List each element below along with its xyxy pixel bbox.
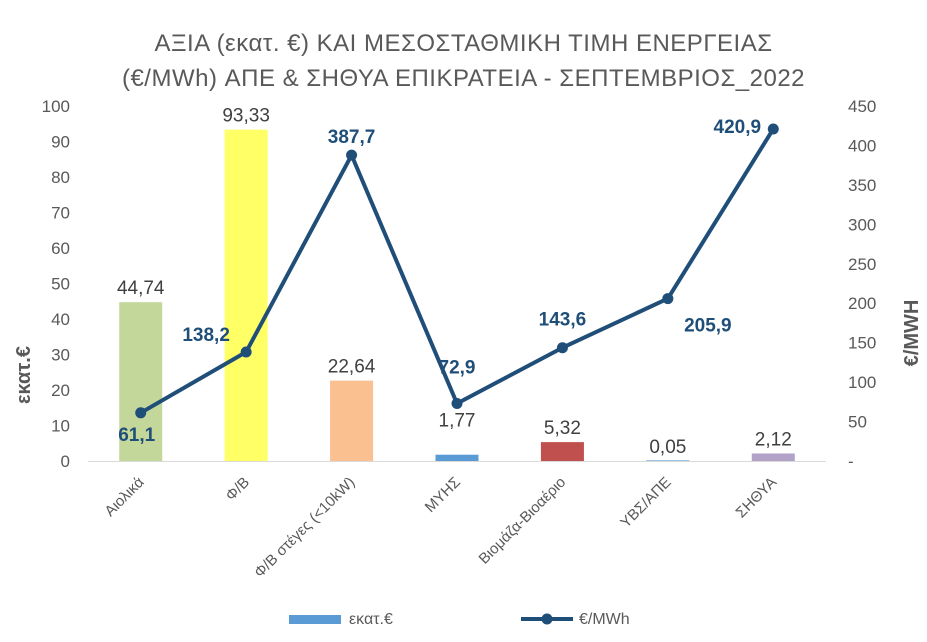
chart-title-line-2: (€/MWh) ΑΠΕ & ΣΗΘΥΑ ΕΠΙΚΡΑΤΕΙΑ - ΣΕΠΤΕΜΒ… [121,65,806,92]
y-tick-label: 30 [51,346,70,365]
bar-data-label: 44,74 [117,278,165,299]
line-data-label: 387,7 [328,127,376,148]
bar [540,442,584,461]
line-data-label: 61,1 [118,425,155,446]
chart-title-line-1: ΑΞΙΑ (εκατ. €) ΚΑΙ ΜΕΣΟΣΤΑΘΜΙΚΗ ΤΙΜΗ ΕΝΕ… [154,30,773,57]
line-data-label: 420,9 [714,117,762,138]
x-tick-label: Αιολικά [101,474,147,520]
x-tick-label: ΜΥΗΣ [422,474,464,516]
line-data-label: 138,2 [182,325,230,346]
bar-data-label: 22,64 [328,357,376,378]
bar [119,302,163,461]
legend-label-line: €/MWh [579,611,630,628]
line-point [556,342,568,354]
y2-tick-label: 200 [848,294,876,313]
y2-tick-label: 100 [848,373,876,392]
y2-tick-label: - [848,452,854,471]
bar-data-label: 93,33 [222,106,270,127]
y2-tick-label: 300 [848,215,876,234]
y2-tick-label: 150 [848,334,876,353]
y-tick-label: 50 [51,275,70,294]
bar [646,460,690,461]
x-tick-label: ΣΗΘΥΑ [733,474,781,522]
bar [435,454,479,461]
bar-data-label: 2,12 [755,429,792,450]
x-tick-label: Βιομάζα-Βιοαέριο [476,474,570,568]
legend-label-bar: εκατ.€ [349,611,393,628]
bar-data-label: 1,77 [439,411,476,432]
x-tick-label: ΥΒΣ/ΑΠΕ [617,474,674,531]
line-data-label: 205,9 [684,316,732,337]
line-point [135,407,147,419]
bar [330,380,374,461]
y-tick-label: 80 [51,168,70,187]
y-tick-label: 70 [51,204,70,223]
x-tick-label: Φ/Β [222,474,253,505]
y-tick-label: 10 [51,417,70,436]
line-data-label: 72,9 [439,357,476,378]
bar [751,453,795,461]
y-tick-label: 60 [51,239,70,258]
bar-data-label: 5,32 [544,418,581,439]
line-point [240,346,252,358]
y2-axis-title: €/MWH [901,300,923,367]
line-point [451,397,463,409]
line-data-label: 143,6 [539,310,587,331]
bar [224,129,268,461]
line-point [346,149,358,161]
y-tick-label: 20 [51,381,70,400]
y2-tick-label: 350 [848,176,876,195]
y-tick-label: 90 [51,133,70,152]
line-point [767,123,779,135]
y-tick-label: 100 [42,97,70,116]
line-point [662,293,674,305]
bar-data-label: 0,05 [649,437,686,458]
y-tick-label: 40 [51,310,70,329]
legend-swatch-bar [289,615,341,624]
y2-tick-label: 400 [848,136,876,155]
y2-tick-label: 250 [848,255,876,274]
x-tick-label: Φ/Β στέγες (<10kW) [251,474,358,581]
legend-swatch-marker [541,613,553,625]
y-axis-title: εκατ.€ [13,346,35,404]
y2-tick-label: 450 [848,97,876,116]
y2-tick-label: 50 [848,413,867,432]
y-tick-label: 0 [61,452,70,471]
